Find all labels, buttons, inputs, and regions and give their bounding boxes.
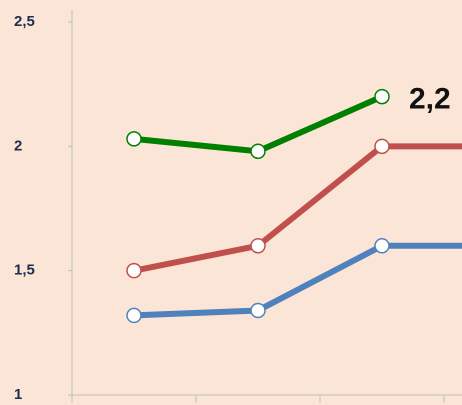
- y-tick-label: 2: [14, 137, 22, 154]
- plot-area: [126, 88, 462, 324]
- series-line: [133, 93, 384, 155]
- data-label: 2,2: [409, 83, 451, 116]
- series-line: [133, 242, 462, 319]
- point: [250, 302, 266, 319]
- point: [374, 88, 390, 105]
- point: [250, 238, 266, 254]
- point: [126, 262, 142, 279]
- point: [374, 138, 390, 155]
- y-tick-label: 2,5: [14, 13, 35, 30]
- point: [126, 307, 142, 324]
- y-tick-label: 1,5: [14, 262, 35, 279]
- point: [250, 143, 266, 160]
- series-line: [133, 143, 462, 274]
- point: [374, 238, 390, 254]
- y-tick-label: 1: [14, 386, 22, 403]
- point: [126, 131, 142, 147]
